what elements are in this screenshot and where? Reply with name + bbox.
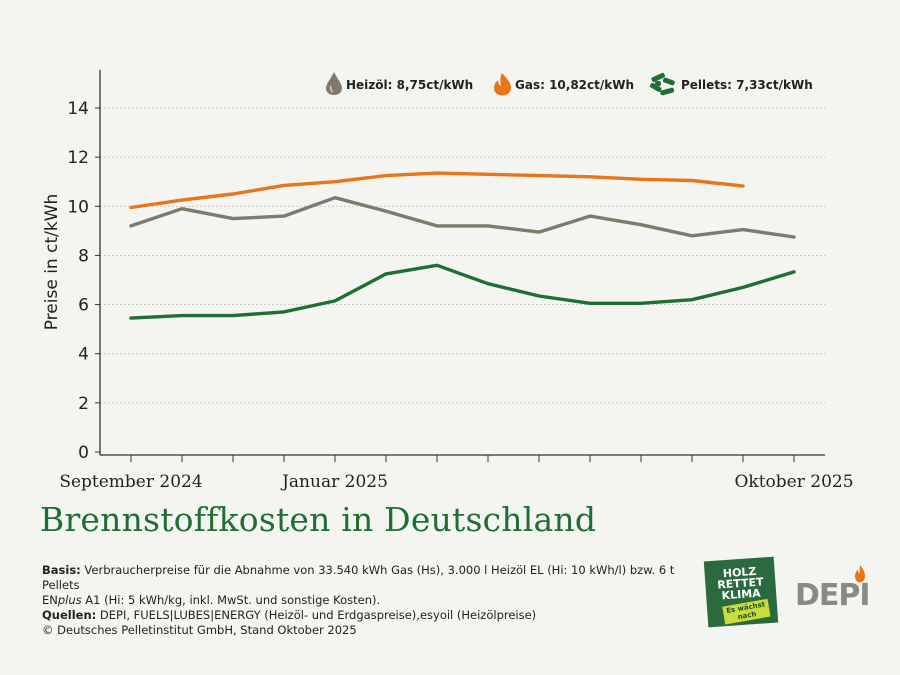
pellet-2 — [662, 77, 675, 86]
y-tick-label: 2 — [78, 394, 89, 414]
x-tick-label: Januar 2025 — [280, 472, 388, 492]
x-tick-label: Oktober 2025 — [734, 472, 853, 492]
depi-flame-icon — [855, 565, 865, 583]
depi-logo: DEPI — [795, 578, 871, 613]
basis-text-2b: plus — [57, 593, 82, 607]
quellen-line: Quellen: DEPI, FUELS|LUBES|ENERGY (Heizö… — [42, 608, 692, 623]
pellet-5 — [655, 81, 661, 86]
depi-flame-shape — [855, 565, 865, 583]
grid-lines — [100, 107, 825, 404]
footnotes: Basis: Verbraucherpreise für die Abnahme… — [42, 563, 692, 638]
series-line-pellets — [129, 263, 796, 320]
basis-line: Basis: Verbraucherpreise für die Abnahme… — [42, 563, 692, 593]
y-tick-label: 6 — [78, 296, 89, 316]
legend-item-gas: Gas: 10,82ct/kWh — [494, 73, 634, 96]
y-axis-label: Preise in ct/kWh — [42, 194, 62, 331]
legend-item-heizoel: Heizöl: 8,75ct/kWh — [326, 72, 473, 95]
y-ticks: 0 2 4 6 8 10 12 14 — [67, 99, 100, 463]
copyright-line: © Deutsches Pelletinstitut GmbH, Stand O… — [42, 623, 357, 637]
legend-item-pellets: Pellets: 7,33ct/kWh — [650, 72, 813, 96]
pellet-3 — [650, 82, 662, 92]
hrk-tagline: Es wächst nach — [722, 598, 771, 625]
basis-line-2: ENplus A1 (Hi: 5 kWh/kg, inkl. MwSt. und… — [42, 593, 692, 608]
oil-drop-highlight — [329, 85, 334, 93]
y-tick-label: 8 — [78, 246, 89, 266]
flame-icon — [494, 73, 511, 96]
basis-label: Basis: — [42, 563, 81, 577]
legend-label-pellets: Pellets: 7,33ct/kWh — [681, 78, 813, 92]
basis-text-2a: EN — [42, 593, 58, 607]
y-tick-label: 10 — [67, 197, 89, 217]
quellen-text: DEPI, FUELS|LUBES|ENERGY (Heizöl- und Er… — [96, 608, 537, 622]
x-tick-label: September 2024 — [59, 472, 202, 492]
basis-text-1: Verbraucherpreise für die Abnahme von 33… — [42, 563, 675, 592]
legend-label-heizoel: Heizöl: 8,75ct/kWh — [346, 78, 473, 92]
x-ticks: September 2024 Januar 2025 Oktober 2025 — [59, 455, 854, 492]
y-tick-label: 12 — [67, 148, 89, 168]
pellets-icon — [650, 72, 675, 96]
basis-text-2c: A1 (Hi: 5 kWh/kg, inkl. MwSt. und sonsti… — [81, 593, 381, 607]
chart-title: Brennstoffkosten in Deutschland — [40, 500, 597, 539]
series-line-gas — [129, 171, 745, 210]
series-lines — [129, 171, 796, 320]
y-tick-label: 0 — [78, 443, 89, 463]
pellet-1 — [651, 72, 665, 83]
y-tick-label: 4 — [78, 345, 89, 365]
legend: Heizöl: 8,75ct/kWh Gas: 10,82ct/kWh Pell… — [326, 72, 813, 96]
price-chart: 0 2 4 6 8 10 12 14 September 2024 Januar 2025 Okt… — [42, 70, 854, 492]
y-tick-label: 14 — [67, 99, 89, 119]
pellet-4 — [660, 87, 675, 96]
axes — [99, 70, 825, 456]
holz-rettet-klima-logo: HOLZ RETTET KLIMA Es wächst nach — [703, 556, 779, 628]
quellen-label: Quellen: — [42, 608, 97, 622]
series-line-heizl — [129, 196, 796, 239]
oil-drop-icon — [326, 72, 342, 95]
legend-label-gas: Gas: 10,82ct/kWh — [515, 78, 634, 92]
